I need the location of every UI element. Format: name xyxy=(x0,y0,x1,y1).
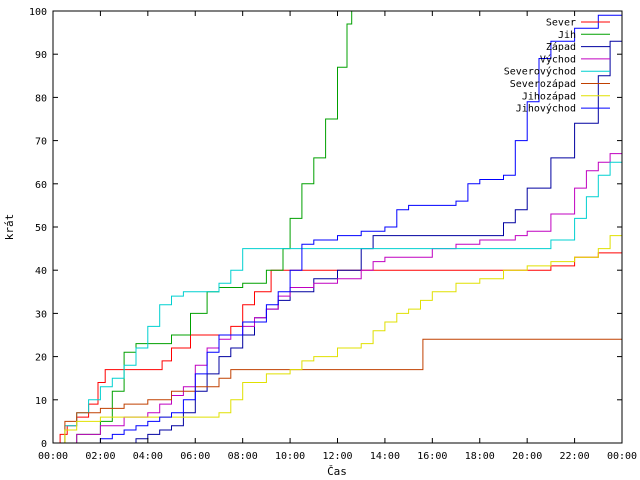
x-tick-label: 00:00 xyxy=(38,451,68,462)
y-tick-label: 100 xyxy=(29,7,47,18)
x-tick-label: 14:00 xyxy=(370,451,400,462)
legend-label: Sever xyxy=(546,18,576,29)
series-line-3 xyxy=(53,15,623,444)
y-tick-label: 20 xyxy=(35,353,47,364)
y-tick-label: 80 xyxy=(35,93,47,104)
x-tick-label: 06:00 xyxy=(180,451,210,462)
series-layer xyxy=(53,11,623,444)
y-tick-label: 50 xyxy=(35,223,47,234)
x-axis-label: Čas xyxy=(327,465,347,478)
legend: SeverJihZápadVýchodSeverovýchodSeverozáp… xyxy=(504,18,610,115)
y-tick-label: 90 xyxy=(35,50,47,61)
legend-label: Jih xyxy=(558,30,576,41)
y-tick-label: 30 xyxy=(35,309,47,320)
series-line-5 xyxy=(53,161,622,444)
y-tick-label: 0 xyxy=(41,439,47,450)
tick-layer: 00:00 02:00 04:00 06:00 08:00 10:00 12:00 14:00… xyxy=(29,7,637,462)
x-tick-label: 02:00 xyxy=(85,451,115,462)
legend-label: Severovýchod xyxy=(504,66,576,78)
x-tick-label: 20:00 xyxy=(512,451,542,462)
y-tick-label: 60 xyxy=(35,180,47,191)
x-tick-label: 08:00 xyxy=(228,451,258,462)
legend-label: Jihozápad xyxy=(522,90,576,102)
x-tick-label: 00:00 xyxy=(607,451,637,462)
x-tick-label: 22:00 xyxy=(560,451,590,462)
legend-label: Východ xyxy=(540,53,576,65)
legend-label: Západ xyxy=(546,41,576,53)
y-axis-label: krát xyxy=(3,214,16,241)
y-tick-label: 40 xyxy=(35,266,47,277)
series-line-4 xyxy=(53,149,623,444)
y-tick-label: 10 xyxy=(35,396,47,407)
x-tick-label: 12:00 xyxy=(322,451,352,462)
series-line-6 xyxy=(53,338,622,444)
x-tick-label: 18:00 xyxy=(465,451,495,462)
x-tick-label: 16:00 xyxy=(417,451,447,462)
legend-label: Severozápad xyxy=(510,78,576,90)
legend-label: Jihovýchod xyxy=(516,103,576,115)
y-tick-label: 70 xyxy=(35,137,47,148)
x-tick-label: 10:00 xyxy=(275,451,305,462)
series-line-7 xyxy=(53,218,623,444)
x-tick-label: 04:00 xyxy=(133,451,163,462)
series-line-8 xyxy=(53,11,623,444)
